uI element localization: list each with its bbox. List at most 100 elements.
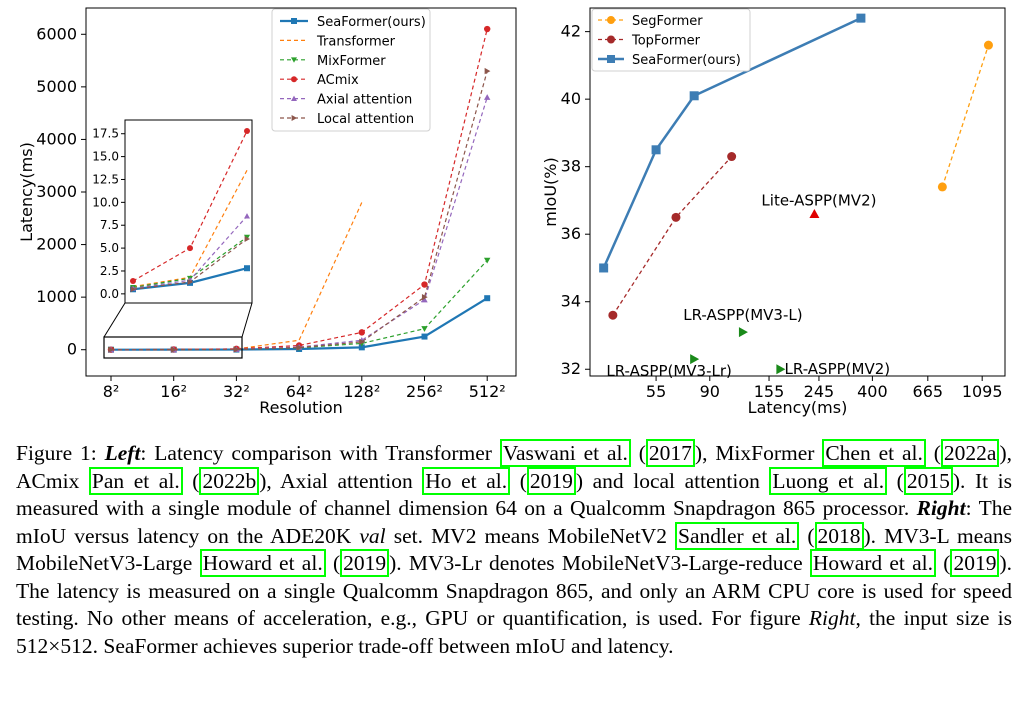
legend-marker [291, 95, 297, 101]
data-point [421, 333, 428, 340]
citation-link[interactable]: Luong et al. [769, 466, 888, 495]
x-tick-label: 665 [913, 382, 944, 401]
data-point [727, 152, 737, 162]
caption-text: ( [887, 468, 904, 493]
y-tick-label: 36 [561, 224, 581, 243]
right-miou-chart: 32 34 36 38 40 42 55 90 155 245 400 665 1095 Latency(… [541, 7, 1006, 417]
data-point [358, 344, 365, 351]
inset-data-point [187, 245, 193, 252]
legend-marker [607, 55, 615, 63]
x-tick-label: 64² [286, 382, 313, 401]
data-point [421, 296, 428, 303]
inset-data-point [244, 235, 250, 242]
data-point [421, 326, 428, 332]
data-point [359, 338, 365, 346]
caption-text: ) and local attention [575, 468, 770, 493]
x-tick-label: 400 [857, 382, 888, 401]
annotation-label: Lite-ASPP(MV2) [761, 191, 876, 209]
citation-link[interactable]: 2015 [903, 466, 953, 495]
data-point [296, 344, 303, 351]
data-point [484, 67, 491, 75]
inset-data-point [187, 278, 193, 285]
inset-data-point [130, 278, 136, 285]
y-tick-label: 34 [561, 292, 581, 311]
y-tick-label: 32 [561, 359, 581, 378]
series-line [110, 202, 363, 351]
citation-link[interactable]: 2022b [199, 466, 260, 495]
citation-link[interactable]: Pan et al. [88, 466, 183, 495]
legend-label: MixFormer [317, 54, 386, 69]
caption-text: , the input size is 512×512. SeaFormer a… [16, 606, 1012, 658]
annotation-label: LR-ASPP(MV3-L) [683, 306, 802, 324]
y-tick-label: 4000 [36, 129, 77, 148]
y-tick-label: 42 [561, 22, 581, 41]
legend-label: Axial attention [317, 93, 412, 108]
citation-link[interactable]: 2017 [645, 439, 695, 467]
y-axis-label: Latency(ms) [17, 142, 36, 242]
inset-y-tick-label: 10.0 [92, 195, 119, 209]
x-tick-label: 155 [754, 382, 785, 401]
citation-link[interactable]: 2018 [814, 521, 864, 550]
inset-y-tick-label: 15.0 [92, 150, 119, 164]
citation-link[interactable]: Chen et al. [822, 439, 926, 467]
x-tick-label: 55 [646, 382, 666, 401]
citation-link[interactable]: 2019 [526, 466, 576, 495]
inset-data-point [244, 213, 250, 219]
data-point [421, 281, 428, 288]
data-point [689, 91, 699, 101]
inset-y-tick-label: 2.5 [100, 264, 119, 278]
data-point [856, 13, 866, 23]
citation-link[interactable]: 2019 [950, 549, 1000, 577]
data-point [599, 263, 609, 273]
caption-text: ( [325, 551, 341, 575]
caption-text: ( [630, 441, 646, 465]
caption-text: : The mIoU versus latency on the ADE20K [16, 496, 1012, 548]
annotation-label: LR-ASPP(MV2) [785, 360, 891, 378]
citation-link[interactable]: Ho et al. [422, 466, 511, 495]
y-tick-label: 40 [561, 89, 581, 108]
inset-y-tick-label: 17.5 [92, 127, 119, 141]
annotation-label: LR-ASPP(MV3-Lr) [606, 362, 732, 380]
caption-right-word-2: Right [808, 606, 856, 630]
figure-caption: Figure 1: Left: Latency comparison with … [16, 439, 1012, 660]
caption-left-word: Left [104, 441, 141, 465]
citation-link[interactable]: Sandler et al. [675, 521, 800, 550]
legend-marker [291, 115, 297, 121]
data-point [983, 40, 993, 50]
zoom-connector [241, 302, 253, 338]
citation-link[interactable]: Howard et al. [809, 549, 937, 577]
series-line [941, 44, 990, 188]
inset-y-tick-label: 5.0 [100, 241, 119, 255]
inset-plot-area [124, 119, 253, 304]
x-tick-label: 16² [160, 382, 187, 401]
caption-text: ( [182, 468, 200, 493]
legend-label: TopFormer [631, 34, 701, 49]
x-tick-label: 128² [343, 382, 380, 401]
legend-marker [607, 35, 615, 44]
caption-text: ), Axial attention [259, 468, 423, 493]
left-latency-chart: 0 1000 2000 3000 4000 5000 6000 8² 16² 32² 64² 128²… [17, 7, 517, 417]
y-tick-label: 0 [67, 340, 77, 359]
legend-label: Transformer [316, 34, 396, 49]
inset-data-point [130, 286, 136, 293]
inset-y-tick-label: 0.0 [100, 287, 119, 301]
x-axis-label: Latency(ms) [748, 398, 848, 417]
zoom-connector [103, 302, 126, 338]
legend-box [591, 8, 751, 72]
caption-text: set. MV2 means MobileNetV2 [385, 523, 676, 548]
data-point [484, 94, 491, 100]
legend-marker [607, 16, 615, 24]
citation-link[interactable]: Howard et al. [199, 549, 326, 577]
legend-marker [291, 57, 297, 63]
caption-right-word: Right [916, 496, 966, 520]
caption-text: ), MixFormer [694, 441, 823, 465]
zoom-box [103, 336, 243, 359]
citation-link[interactable]: 2022a [940, 439, 1000, 467]
citation-link[interactable]: 2019 [340, 549, 390, 577]
data-point [108, 346, 115, 353]
data-point [484, 25, 491, 33]
annotation-marker [809, 208, 820, 218]
citation-link[interactable]: Vaswani et al. [499, 439, 631, 467]
inset-y-tick-label: 12.5 [92, 172, 119, 186]
y-tick-label: 2000 [36, 235, 77, 254]
